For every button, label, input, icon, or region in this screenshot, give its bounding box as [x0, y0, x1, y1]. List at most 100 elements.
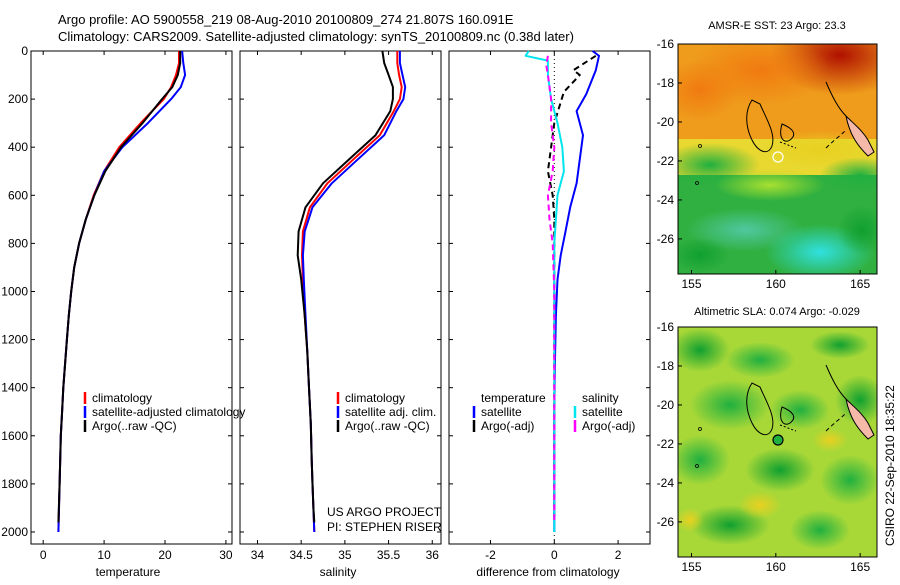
reef-outline [780, 406, 795, 425]
map-x-tick-label: 160 [766, 277, 786, 291]
legend-label-climatology: climatology [345, 391, 405, 405]
sla-map-frame [677, 326, 878, 558]
sla-map-title: Altimetric SLA: 0.074 Argo: -0.029 [694, 306, 860, 318]
difference-panel-frame [448, 50, 651, 545]
map-y-tick-label: -20 [657, 115, 675, 129]
csiro-timestamp: CSIRO 22-Sep-2010 18:35:22 [883, 385, 897, 546]
x-tick-label: 10 [97, 548, 111, 562]
salinity-panel-frame [239, 50, 442, 545]
salinity-legend: climatology satellite adj. clim. Argo(..… [336, 391, 436, 433]
y-tick-label: 1400 [1, 381, 28, 395]
x-tick-label: 30 [219, 548, 233, 562]
sla-map-axes: 155 160 165 -16 -18 -20 -22 -24 -26 [657, 320, 871, 574]
y-tick-label: 0 [21, 44, 28, 58]
land-mass [845, 114, 875, 157]
series-line-climatology [301, 51, 403, 533]
x-tick-label: 35.5 [377, 548, 401, 562]
series-line-satellite [524, 50, 565, 532]
difference-panel: -2 0 2 [449, 50, 650, 562]
legend-label-satellite-adj: satellite adj. clim. [345, 405, 436, 419]
map-y-tick-label: -18 [657, 359, 675, 373]
x-tick-label: 34.5 [289, 548, 313, 562]
land-mass [845, 397, 875, 440]
figure-title-line1: Argo profile: AO 5900558_219 08-Aug-2010… [58, 12, 514, 27]
legend-label-sal-argo: Argo(-adj) [582, 419, 635, 433]
legend-label-argo: Argo(..raw -QC) [345, 419, 430, 433]
series-line-satellite [553, 50, 600, 532]
coastline [825, 364, 847, 400]
legend-label-climatology: climatology [92, 391, 152, 405]
reef-dashed [779, 141, 797, 149]
islet [698, 144, 702, 148]
y-tick-label: 1800 [1, 477, 28, 491]
temperature-legend: climatology satellite-adjusted climatolo… [83, 391, 245, 433]
temperature-axis-label: temperature [96, 565, 161, 579]
reef-outline [780, 123, 795, 142]
argo-float-marker [772, 151, 784, 163]
coastline [825, 81, 847, 117]
island-outline [746, 99, 774, 153]
map-y-tick-label: -22 [657, 437, 675, 451]
argo-float-marker [772, 434, 784, 446]
map-x-tick-label: 155 [681, 277, 701, 291]
sst-map-axes: 155 160 165 -16 -18 -20 -22 -24 -26 [657, 37, 871, 291]
y-tick-label: 600 [8, 188, 28, 202]
map-y-tick-label: -26 [657, 515, 675, 529]
salinity-axis-label: salinity [320, 565, 357, 579]
y-tick-label: 1000 [1, 284, 28, 298]
x-tick-label: 34 [251, 548, 265, 562]
x-tick-label: 20 [158, 548, 172, 562]
sla-map-field [678, 327, 877, 557]
y-tick-label: 1200 [1, 333, 28, 347]
project-credit: US ARGO PROJECT [327, 505, 442, 519]
sst-map-field [678, 44, 877, 274]
map-x-tick-label: 165 [850, 560, 870, 574]
series-line-satellite-adjusted-climatology [57, 50, 187, 533]
x-tick-label: 35 [338, 548, 352, 562]
map-y-tick-label: -18 [657, 76, 675, 90]
series-line-climatology [57, 51, 180, 533]
y-tick-label: 200 [8, 92, 28, 106]
series-line-satellite-adj-clim- [301, 51, 407, 533]
x-tick-label: 36 [426, 548, 440, 562]
series-line-argo-raw-qc- [296, 50, 394, 523]
difference-axis-label: difference from climatology [476, 565, 619, 579]
legend-label-satellite-adjusted: satellite-adjusted climatology [92, 405, 245, 419]
x-tick-label: -2 [485, 548, 496, 562]
map-y-tick-label: -26 [657, 232, 675, 246]
coastline-dashed [825, 412, 847, 432]
map-x-tick-label: 155 [681, 560, 701, 574]
island-outline [746, 382, 774, 436]
figure-title-line2: Climatology: CARS2009. Satellite-adjuste… [58, 29, 574, 44]
x-tick-label: 0 [551, 548, 558, 562]
pi-credit: PI: STEPHEN RISER [327, 520, 442, 534]
temperature-panel: 0 10 20 30 0 200 400 600 800 1000 1200 1400 1600 1800… [1, 44, 233, 562]
y-tick-label: 400 [8, 140, 28, 154]
legend-label-temp-argo: Argo(-adj) [481, 419, 534, 433]
map-x-tick-label: 165 [850, 277, 870, 291]
legend-label-argo: Argo(..raw -QC) [92, 419, 177, 433]
reef-dashed [779, 424, 797, 432]
sst-map-title: AMSR-E SST: 23 Argo: 23.3 [708, 20, 846, 32]
y-tick-label: 800 [8, 236, 28, 250]
map-y-tick-label: -16 [657, 320, 675, 334]
legend-header-temperature: temperature [481, 391, 546, 405]
sst-map-frame [677, 43, 878, 275]
map-y-tick-label: -24 [657, 476, 675, 490]
coastline-dashed [825, 129, 847, 149]
x-tick-label: 0 [40, 548, 47, 562]
islet [695, 181, 699, 185]
map-x-tick-label: 160 [766, 560, 786, 574]
legend-header-salinity: salinity [582, 391, 619, 405]
islet [698, 427, 702, 431]
y-tick-label: 1600 [1, 429, 28, 443]
islet [695, 464, 699, 468]
salinity-panel: 34 34.5 35 35.5 36 [240, 50, 441, 562]
series-line-argo-adj- [545, 55, 556, 520]
series-line-argo-adj- [546, 54, 597, 520]
y-tick-label: 2000 [1, 525, 28, 539]
legend-label-sal-satellite: satellite [582, 405, 623, 419]
series-line-argo-raw-qc- [57, 51, 182, 523]
difference-legend: temperature salinity satellite Argo(-adj… [472, 391, 635, 433]
